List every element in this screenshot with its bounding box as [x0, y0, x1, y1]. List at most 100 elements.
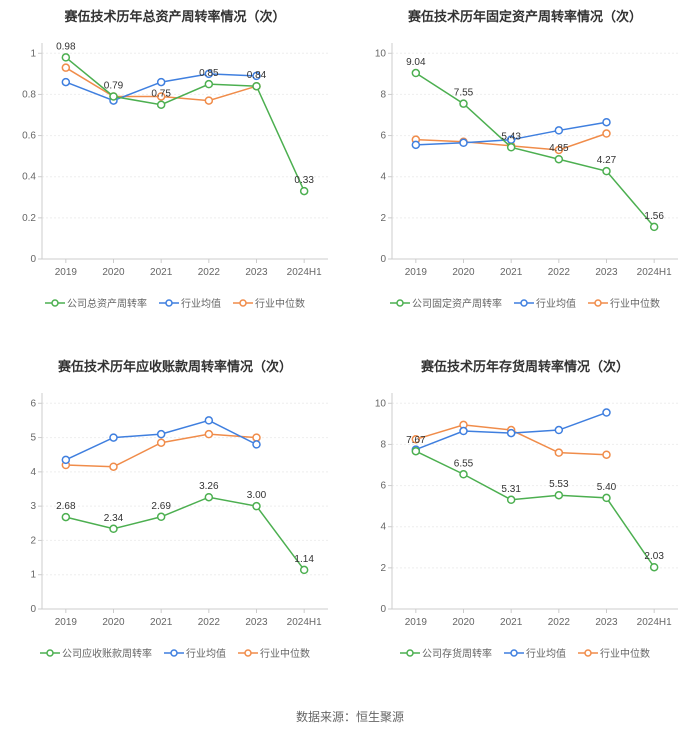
chart-legend: 公司存货周转率 行业均值 行业中位数: [354, 645, 696, 660]
svg-text:2022: 2022: [198, 617, 221, 628]
series-marker-median: [603, 130, 610, 137]
chart-title: 赛伍技术历年固定资产周转率情况（次）: [354, 6, 696, 25]
value-label: 5.40: [597, 482, 617, 493]
legend-label: 行业中位数: [600, 645, 650, 660]
svg-text:2024H1: 2024H1: [287, 267, 322, 278]
series-marker-avg: [205, 417, 212, 424]
svg-text:8: 8: [380, 89, 386, 100]
series-marker-company: [253, 83, 260, 90]
svg-text:2021: 2021: [150, 267, 173, 278]
legend-label: 行业均值: [181, 295, 221, 310]
svg-text:5: 5: [30, 433, 36, 444]
value-label: 0.79: [104, 80, 124, 91]
series-marker-median: [205, 97, 212, 104]
value-label: 1.56: [644, 211, 664, 222]
data-source: 数据来源：恒生聚源: [0, 708, 700, 725]
series-marker-avg: [253, 441, 260, 448]
svg-text:2019: 2019: [55, 267, 78, 278]
svg-text:2019: 2019: [405, 617, 428, 628]
series-marker-company: [253, 503, 260, 510]
series-marker-company: [603, 168, 610, 175]
series-marker-company: [555, 492, 562, 499]
series-marker-company: [158, 513, 165, 520]
chart-plot-area: 0246810201920202021202220232024H19.047.5…: [354, 29, 696, 289]
chart-title: 赛伍技术历年总资产周转率情况（次）: [4, 6, 346, 25]
series-marker-avg: [603, 409, 610, 416]
series-marker-company: [460, 100, 467, 107]
series-marker-avg: [62, 456, 69, 463]
svg-text:0: 0: [380, 254, 386, 265]
value-label: 1.14: [294, 554, 314, 565]
value-label: 4.85: [549, 143, 569, 154]
series-marker-avg: [110, 434, 117, 441]
value-label: 7.67: [406, 435, 426, 446]
series-marker-median: [253, 434, 260, 441]
svg-text:2020: 2020: [102, 267, 125, 278]
legend-item-median: 行业中位数: [238, 645, 310, 660]
svg-text:0: 0: [30, 254, 36, 265]
series-marker-median: [603, 451, 610, 458]
legend-swatch-avg: [504, 648, 524, 658]
legend-swatch-company: [45, 298, 65, 308]
chart-title: 赛伍技术历年存货周转率情况（次）: [354, 356, 696, 375]
svg-text:6: 6: [380, 481, 386, 492]
svg-text:0: 0: [30, 604, 36, 615]
legend-swatch-avg: [514, 298, 534, 308]
chart-legend: 公司应收账款周转率 行业均值行业中位数: [4, 645, 346, 660]
legend-label: 行业均值: [186, 645, 226, 660]
legend-swatch-median: [578, 648, 598, 658]
series-marker-avg: [555, 127, 562, 134]
legend-label: 行业均值: [526, 645, 566, 660]
svg-text:1: 1: [30, 570, 36, 581]
svg-text:8: 8: [380, 439, 386, 450]
legend-item-company: 公司存货周转率: [400, 645, 492, 660]
value-label: 0.75: [151, 89, 171, 100]
svg-text:2023: 2023: [595, 617, 618, 628]
series-marker-company: [205, 494, 212, 501]
svg-text:2022: 2022: [198, 267, 221, 278]
series-marker-company: [301, 566, 308, 573]
series-line-company: [416, 451, 654, 567]
legend-swatch-company: [400, 648, 420, 658]
svg-text:2022: 2022: [548, 267, 571, 278]
legend-item-company: 公司应收账款周转率: [40, 645, 152, 660]
chart-plot-area: 0123456201920202021202220232024H12.682.3…: [4, 379, 346, 639]
series-marker-median: [158, 439, 165, 446]
svg-text:4: 4: [380, 522, 386, 533]
value-label: 0.84: [247, 70, 267, 81]
svg-text:2023: 2023: [245, 617, 268, 628]
svg-text:1: 1: [30, 48, 36, 59]
value-label: 2.34: [104, 513, 124, 524]
legend-item-avg: 行业均值: [159, 295, 221, 310]
svg-text:0.2: 0.2: [22, 213, 36, 224]
chart-panel-inventory: 赛伍技术历年存货周转率情况（次）024681020192020202120222…: [350, 350, 700, 700]
svg-text:2020: 2020: [452, 267, 475, 278]
svg-text:2024H1: 2024H1: [637, 267, 672, 278]
series-marker-avg: [460, 428, 467, 435]
series-marker-company: [412, 448, 419, 455]
svg-text:2024H1: 2024H1: [287, 617, 322, 628]
legend-swatch-company: [390, 298, 410, 308]
legend-item-avg: 行业均值: [164, 645, 226, 660]
chart-plot-area: 0246810201920202021202220232024H17.676.5…: [354, 379, 696, 639]
value-label: 2.03: [644, 551, 664, 562]
series-marker-avg: [603, 119, 610, 126]
series-marker-avg: [460, 139, 467, 146]
svg-text:4: 4: [380, 172, 386, 183]
svg-text:0: 0: [380, 604, 386, 615]
legend-item-company: 公司总资产周转率: [45, 295, 147, 310]
legend-item-avg: 行业均值: [514, 295, 576, 310]
svg-text:6: 6: [30, 398, 36, 409]
series-marker-avg: [508, 430, 515, 437]
series-marker-company: [62, 514, 69, 521]
value-label: 2.69: [151, 501, 171, 512]
svg-text:2023: 2023: [245, 267, 268, 278]
series-marker-company: [301, 188, 308, 195]
series-marker-company: [158, 101, 165, 108]
svg-text:10: 10: [375, 48, 387, 59]
svg-text:2020: 2020: [102, 617, 125, 628]
legend-swatch-median: [233, 298, 253, 308]
series-marker-median: [205, 431, 212, 438]
svg-text:2021: 2021: [500, 267, 523, 278]
svg-text:2020: 2020: [452, 617, 475, 628]
